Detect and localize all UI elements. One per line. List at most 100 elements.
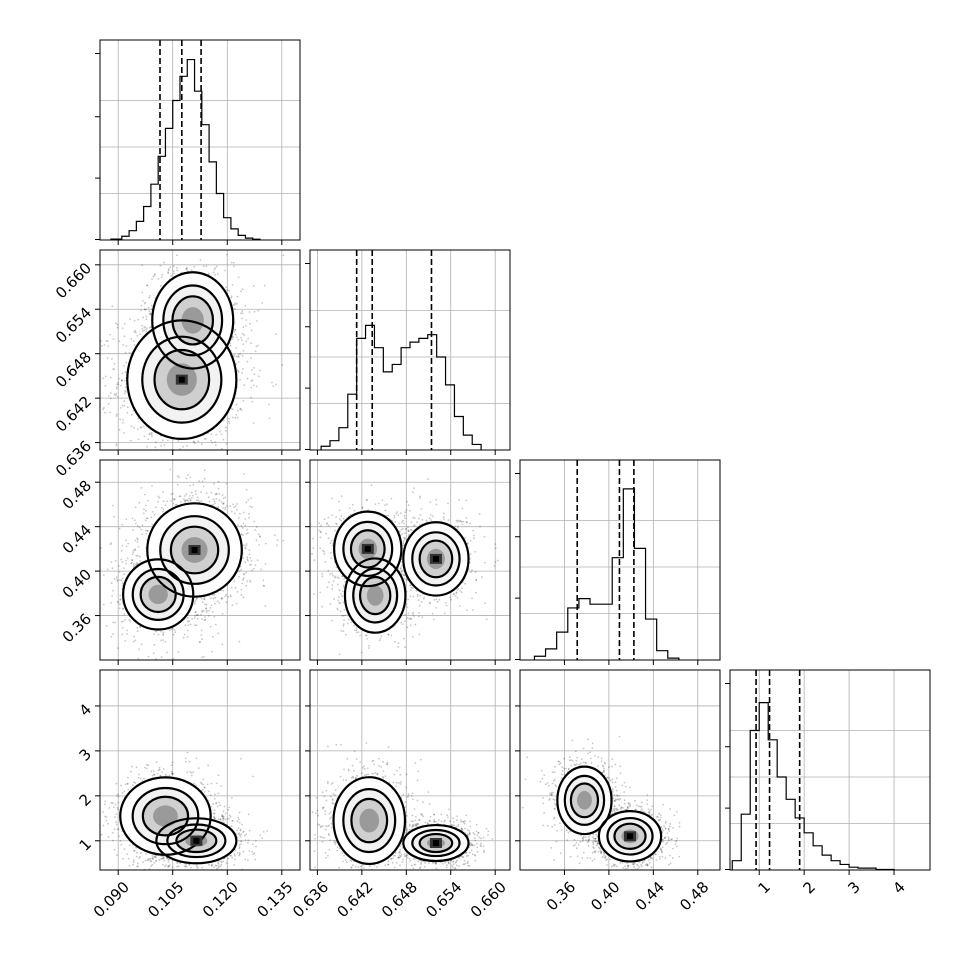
- sample-point: [113, 368, 116, 371]
- sample-point: [215, 493, 218, 496]
- sample-point: [248, 549, 251, 552]
- density-contour: [141, 335, 223, 424]
- sample-point: [154, 441, 157, 444]
- sample-point: [221, 494, 224, 497]
- sample-point: [275, 333, 277, 335]
- sample-point: [190, 458, 192, 460]
- sample-point: [183, 498, 185, 500]
- density-content: [100, 468, 285, 660]
- sample-point: [237, 517, 240, 519]
- sample-point: [123, 400, 125, 403]
- sample-point: [140, 528, 143, 531]
- sample-point: [249, 322, 251, 325]
- sample-point: [120, 620, 123, 623]
- sample-point: [124, 619, 126, 621]
- sample-point: [196, 496, 199, 499]
- sample-point: [167, 439, 169, 442]
- sample-point: [207, 496, 210, 499]
- sample-point: [272, 385, 275, 387]
- sample-point: [124, 640, 127, 642]
- sample-point: [232, 261, 235, 264]
- sample-point: [157, 495, 160, 498]
- sample-point: [237, 524, 239, 526]
- sample-point: [118, 607, 121, 610]
- sample-point: [151, 511, 154, 513]
- sample-point: [139, 625, 141, 628]
- sample-point: [142, 316, 145, 319]
- sample-point: [132, 458, 134, 460]
- sample-point: [159, 284, 162, 287]
- sample-point: [111, 595, 114, 597]
- sample-point: [190, 491, 193, 494]
- sample-point: [110, 376, 112, 379]
- sample-point: [120, 579, 123, 582]
- sample-point: [210, 468, 212, 470]
- sample-point: [173, 498, 176, 501]
- sample-point: [250, 380, 253, 382]
- sample-point: [170, 275, 173, 277]
- sample-point: [179, 448, 181, 450]
- sample-point: [163, 444, 166, 446]
- sample-point: [119, 598, 122, 601]
- sample-point: [141, 324, 144, 327]
- sample-point: [190, 497, 193, 499]
- sample-point: [239, 407, 242, 410]
- sample-point: [162, 491, 164, 493]
- sample-point: [245, 544, 247, 547]
- sample-point: [125, 391, 127, 393]
- sample-point: [250, 369, 253, 371]
- sample-point: [178, 454, 180, 456]
- sample-point: [241, 317, 244, 320]
- sample-point: [131, 553, 134, 556]
- sample-point: [249, 564, 251, 566]
- sample-point: [179, 495, 182, 497]
- sample-point: [151, 435, 153, 437]
- sample-point: [177, 651, 180, 653]
- sample-point: [109, 411, 112, 414]
- sample-point: [220, 501, 223, 503]
- sample-point: [187, 620, 189, 623]
- sample-point: [245, 324, 247, 327]
- sample-point: [132, 549, 135, 552]
- sample-point: [135, 562, 138, 565]
- sample-point: [199, 641, 202, 643]
- sample-point: [257, 309, 260, 312]
- sample-point: [210, 477, 212, 479]
- sample-point: [200, 443, 203, 446]
- density-contour: [159, 515, 230, 585]
- sample-point: [131, 559, 134, 561]
- sample-point: [246, 360, 249, 363]
- sample-point: [230, 295, 233, 298]
- sample-point: [225, 442, 228, 445]
- sample-point: [260, 568, 263, 571]
- sample-point: [172, 502, 175, 505]
- sample-point: [243, 573, 245, 576]
- sample-point: [114, 621, 116, 624]
- sample-point: [172, 633, 175, 636]
- sample-point: [133, 426, 135, 429]
- sample-point: [136, 428, 139, 431]
- sample-point: [160, 630, 163, 633]
- sample-point: [104, 375, 107, 378]
- sample-point: [244, 524, 247, 527]
- sample-point: [153, 274, 156, 276]
- sample-point: [242, 577, 245, 580]
- sample-point: [271, 381, 273, 384]
- sample-point: [102, 574, 105, 576]
- sample-point: [172, 265, 175, 268]
- sample-point: [203, 619, 206, 622]
- sample-point: [244, 547, 247, 550]
- sample-point: [251, 506, 253, 509]
- density-contour: [169, 525, 220, 575]
- sample-point: [255, 525, 258, 528]
- sample-point: [126, 411, 129, 414]
- sample-point: [205, 437, 207, 440]
- sample-point: [212, 503, 215, 506]
- sample-point: [147, 438, 150, 441]
- sample-point: [245, 532, 248, 535]
- sample-point: [195, 598, 198, 600]
- sample-point: [156, 458, 158, 460]
- sample-point: [243, 384, 246, 387]
- sample-point: [240, 290, 242, 293]
- sample-point: [117, 381, 120, 384]
